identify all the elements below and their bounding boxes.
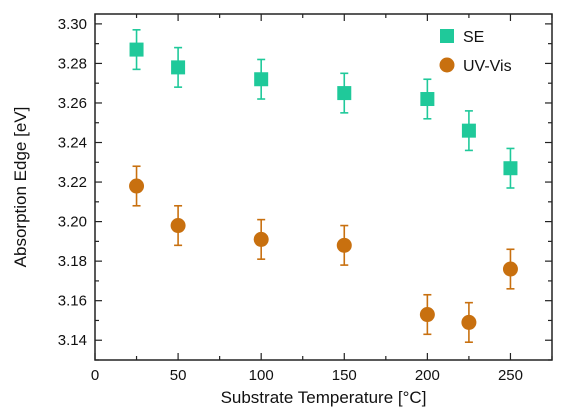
data-point bbox=[461, 123, 476, 138]
data-point bbox=[502, 261, 518, 277]
legend-label: SE bbox=[463, 29, 484, 46]
x-tick-label: 100 bbox=[249, 367, 274, 384]
y-tick-label: 3.16 bbox=[58, 293, 87, 310]
data-point bbox=[129, 42, 144, 57]
y-tick-label: 3.14 bbox=[58, 332, 87, 349]
plot-frame bbox=[94, 13, 553, 361]
x-tick-label: 200 bbox=[415, 367, 440, 384]
y-tick-label: 3.28 bbox=[58, 55, 87, 72]
x-axis-title: Substrate Temperature [°C] bbox=[221, 388, 427, 407]
y-axis-title: Absorption Edge [eV] bbox=[11, 107, 30, 268]
y-tick-label: 3.18 bbox=[58, 253, 87, 270]
data-point bbox=[420, 92, 435, 107]
data-point bbox=[253, 231, 269, 247]
x-tick-label: 50 bbox=[170, 367, 187, 384]
plot-area: 0 50 100 150 200 250 3.14 3.16 3.18 3.20 3.22 3.24 3… bbox=[58, 13, 553, 384]
legend-marker bbox=[439, 57, 455, 73]
data-point bbox=[503, 161, 518, 176]
data-point bbox=[254, 72, 269, 87]
x-tick-label: 0 bbox=[91, 367, 99, 384]
series-se bbox=[129, 29, 518, 189]
data-point bbox=[171, 60, 186, 75]
series-uv-vis bbox=[129, 165, 518, 344]
legend-label: UV-Vis bbox=[463, 58, 512, 75]
data-point bbox=[336, 237, 352, 253]
y-tick-label: 3.26 bbox=[58, 95, 87, 112]
legend-marker bbox=[440, 29, 454, 43]
legend: SE UV-Vis bbox=[439, 29, 512, 75]
data-point bbox=[461, 314, 477, 330]
data-point bbox=[170, 218, 186, 234]
y-tick-label: 3.20 bbox=[58, 214, 87, 231]
data-point bbox=[129, 178, 145, 194]
y-tick-label: 3.30 bbox=[58, 16, 87, 33]
x-tick-label: 150 bbox=[332, 367, 357, 384]
data-point bbox=[419, 307, 435, 323]
data-point bbox=[337, 86, 352, 101]
y-tick-label: 3.24 bbox=[58, 135, 87, 152]
x-tick-label: 250 bbox=[498, 367, 523, 384]
y-tick-label: 3.22 bbox=[58, 174, 87, 191]
